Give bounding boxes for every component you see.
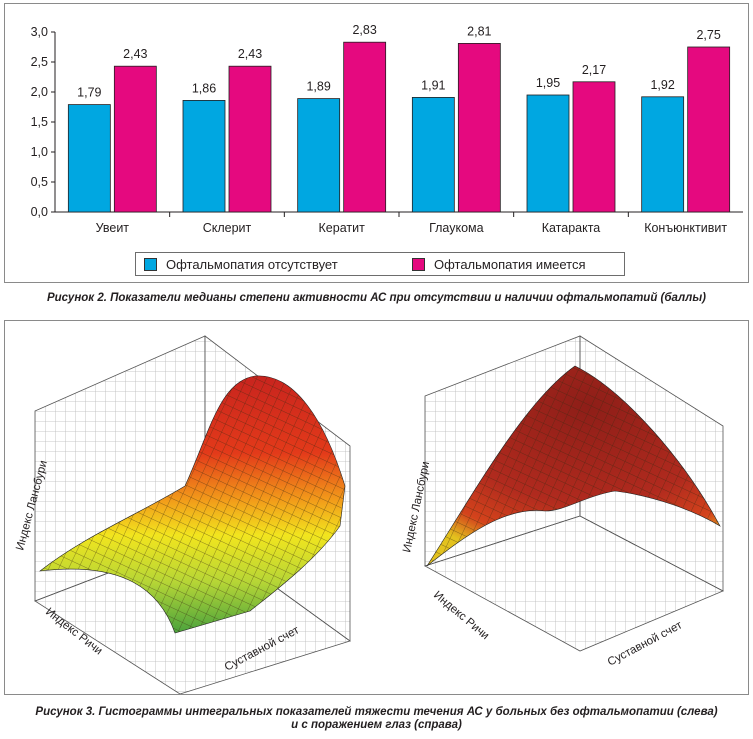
figure-3-panel: Индекс Лансбури Индекс Ричи Суставной сч… bbox=[4, 320, 749, 695]
surface-plots: Индекс Лансбури Индекс Ричи Суставной сч… bbox=[14, 335, 724, 695]
y-tick-label: 1,5 bbox=[31, 115, 48, 129]
y-tick-label: 0,0 bbox=[31, 205, 48, 219]
data-label: 2,83 bbox=[352, 23, 376, 37]
y-tick-label: 2,5 bbox=[31, 55, 48, 69]
y-tick-label: 3,0 bbox=[31, 25, 48, 39]
category-label: Склерит bbox=[203, 221, 252, 235]
y-tick-label: 2,0 bbox=[31, 85, 48, 99]
data-label: 2,43 bbox=[123, 47, 147, 61]
right-surface-plot: Индекс Лансбури Индекс Ричи Суставной сч… bbox=[401, 335, 724, 669]
bar-present-3 bbox=[343, 41, 387, 213]
figure-3-caption-line-2: и с поражением глаз (справа) bbox=[291, 719, 462, 731]
legend-label-absent: Офтальмопатия отсутствует bbox=[166, 257, 338, 272]
bar-chart: 0,0 0,5 1,0 1,5 2,0 2,5 3,0 1,79 2,43 Увеит 1,86 2… bbox=[31, 23, 743, 235]
data-label: 2,75 bbox=[696, 28, 720, 42]
data-label: 2,81 bbox=[467, 24, 491, 38]
data-label: 1,89 bbox=[306, 80, 330, 94]
chart-legend: Офтальмопатия отсутствует Офтальмопатия … bbox=[135, 252, 625, 276]
data-label: 2,43 bbox=[238, 47, 262, 61]
legend-label-present: Офтальмопатия имеется bbox=[434, 257, 586, 272]
data-label: 1,79 bbox=[77, 86, 101, 100]
bar-chart-labels: 1,79 2,43 Увеит 1,86 2,43 Склерит 1,89 2,83 Кера… bbox=[77, 23, 727, 235]
figure-2-panel: 0,0 0,5 1,0 1,5 2,0 2,5 3,0 1,79 2,43 Увеит 1,86 2… bbox=[4, 3, 749, 283]
bar-present-4 bbox=[457, 43, 501, 213]
data-label: 1,92 bbox=[650, 78, 674, 92]
right-floor bbox=[423, 515, 724, 652]
bar-present-5 bbox=[572, 81, 616, 213]
bar-absent-5 bbox=[526, 94, 570, 213]
bar-absent-4 bbox=[411, 97, 455, 213]
figure-3-caption-line-1: Рисунок 3. Гистограммы интегральных пока… bbox=[35, 706, 718, 718]
bar-chart-axes: 0,0 0,5 1,0 1,5 2,0 2,5 3,0 bbox=[31, 25, 743, 219]
bar-present-6 bbox=[687, 46, 731, 213]
bar-absent-1 bbox=[67, 104, 111, 213]
bar-absent-2 bbox=[182, 100, 226, 213]
legend-swatch-absent bbox=[144, 258, 157, 271]
bar-present-1 bbox=[113, 65, 157, 213]
category-label: Кератит bbox=[319, 221, 366, 235]
data-label: 1,95 bbox=[536, 76, 560, 90]
legend-swatch-present bbox=[412, 258, 425, 271]
y-tick-label: 1,0 bbox=[31, 145, 48, 159]
category-label: Увеит bbox=[96, 221, 130, 235]
data-label: 1,86 bbox=[192, 81, 216, 95]
bar-present-2 bbox=[228, 65, 272, 213]
left-surface-plot: Индекс Лансбури Индекс Ричи Суставной сч… bbox=[14, 335, 351, 695]
figure-3-caption: Рисунок 3. Гистограммы интегральных пока… bbox=[0, 706, 753, 732]
bar-absent-3 bbox=[297, 98, 341, 213]
figure-2-caption: Рисунок 2. Показатели медианы степени ак… bbox=[46, 292, 706, 304]
data-label: 2,17 bbox=[582, 63, 606, 77]
y-tick-label: 0,5 bbox=[31, 175, 48, 189]
category-label: Конъюнктивит bbox=[644, 221, 727, 235]
category-label: Катаракта bbox=[542, 221, 601, 235]
data-label: 1,91 bbox=[421, 78, 445, 92]
bar-absent-6 bbox=[641, 96, 685, 213]
bar-chart-bars bbox=[67, 41, 731, 213]
category-label: Глаукома bbox=[429, 221, 484, 235]
